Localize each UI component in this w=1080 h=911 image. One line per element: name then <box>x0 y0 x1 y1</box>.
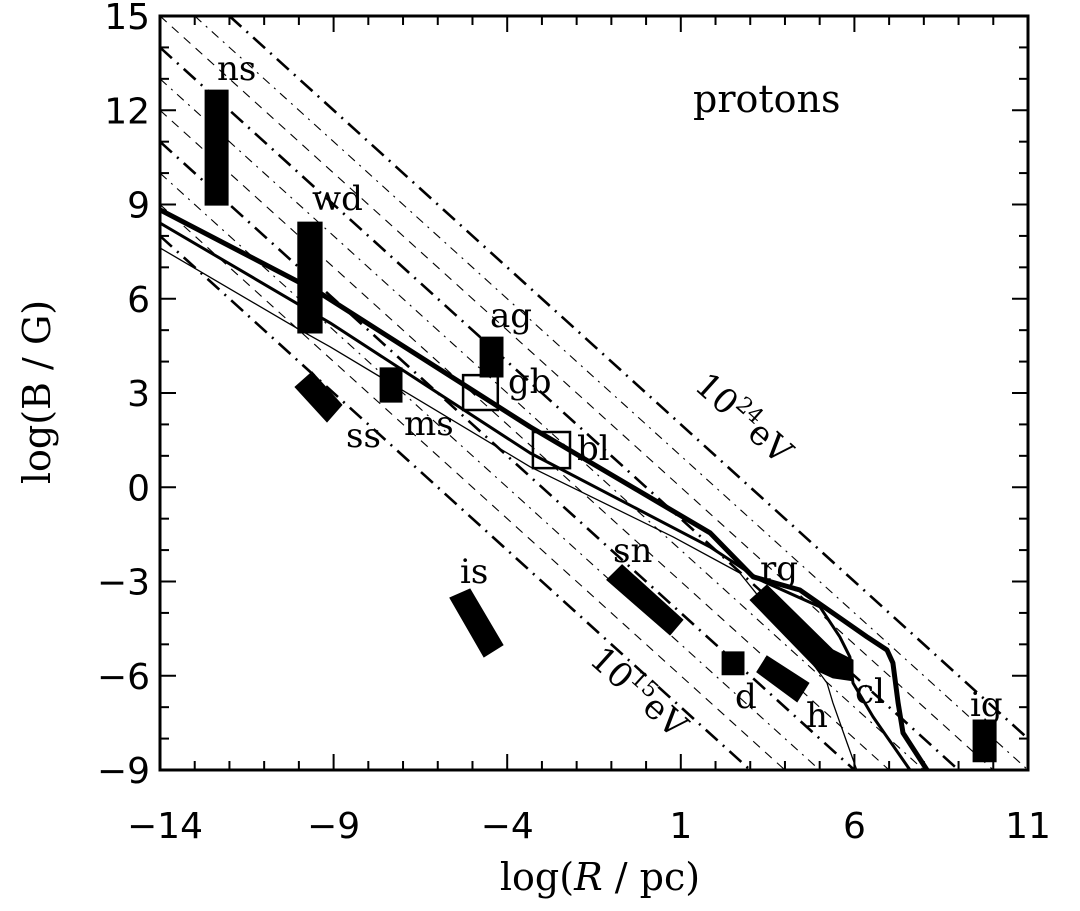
source-d-marker <box>721 651 745 676</box>
source-ig-marker <box>972 719 997 763</box>
y-tick-label: 3 <box>127 374 150 415</box>
energy-line-major <box>160 234 752 770</box>
source-label-wd: wd <box>312 179 363 219</box>
y-tick-label: 12 <box>104 91 150 132</box>
x-tick-label: 11 <box>1005 806 1051 847</box>
source-label-ms: ms <box>404 404 454 444</box>
energy-line-major <box>160 140 856 770</box>
energy-line-minor <box>160 16 994 770</box>
source-label-rg: rg <box>760 549 798 589</box>
source-ss-marker <box>294 371 343 423</box>
source-label-is: is <box>460 552 488 592</box>
chart-title: protons <box>693 77 841 121</box>
energy-line-minor <box>160 204 786 770</box>
source-ms-marker <box>379 367 403 403</box>
curve-thick <box>160 207 930 770</box>
energy-line-minor <box>160 172 821 770</box>
source-rg-marker <box>749 584 854 682</box>
y-tick-label: −9 <box>97 751 150 792</box>
energy-label-24: 1024eV <box>687 363 802 473</box>
source-label-gb: gb <box>508 362 552 402</box>
axis-ticks: −14 −9 −4 1 6 11 −9 −6 −3 0 3 6 9 12 15 <box>97 0 1051 847</box>
source-gb-marker <box>461 373 500 412</box>
source-label-ss: ss <box>346 416 381 456</box>
energy-label-15: 1015eV <box>582 637 697 747</box>
x-tick-label: −9 <box>307 806 360 847</box>
y-tick-label: 6 <box>127 280 150 321</box>
source-label-cl: cl <box>855 672 885 712</box>
x-tick-label: −14 <box>127 806 203 847</box>
source-label-bl: bl <box>577 429 610 469</box>
energy-line-major <box>228 16 1028 740</box>
x-tick-label: 6 <box>843 806 866 847</box>
source-label-ns: ns <box>217 49 256 89</box>
energy-line-minor <box>160 78 925 770</box>
x-axis-title: log(R / pc) <box>500 855 700 899</box>
source-bl-marker <box>531 430 572 470</box>
source-label-ig: ig <box>970 685 1003 725</box>
source-label-sn: sn <box>613 531 652 571</box>
y-tick-label: 15 <box>104 0 150 38</box>
y-axis-title: log(B / G) <box>15 300 59 484</box>
source-label-ag: ag <box>490 296 532 336</box>
source-h-marker <box>756 655 810 703</box>
source-is-marker <box>449 588 504 658</box>
y-tick-label: −6 <box>97 657 150 698</box>
source-label-h: h <box>806 696 828 736</box>
y-tick-label: 0 <box>127 468 150 509</box>
energy-label-text: 1024eV <box>687 363 802 473</box>
y-tick-label: 9 <box>127 186 150 227</box>
y-tick-label: −3 <box>97 563 150 604</box>
source-label-d: d <box>735 677 757 717</box>
energy-line-minor <box>194 16 1028 770</box>
source-ns-marker <box>204 89 229 206</box>
x-tick-label: 1 <box>669 806 692 847</box>
source-sn-marker <box>606 564 684 636</box>
source-ag-marker <box>479 336 504 378</box>
source-wd-marker <box>297 221 323 334</box>
energy-label-text: 1015eV <box>582 637 697 747</box>
x-tick-label: −4 <box>481 806 534 847</box>
source-markers <box>204 89 997 763</box>
